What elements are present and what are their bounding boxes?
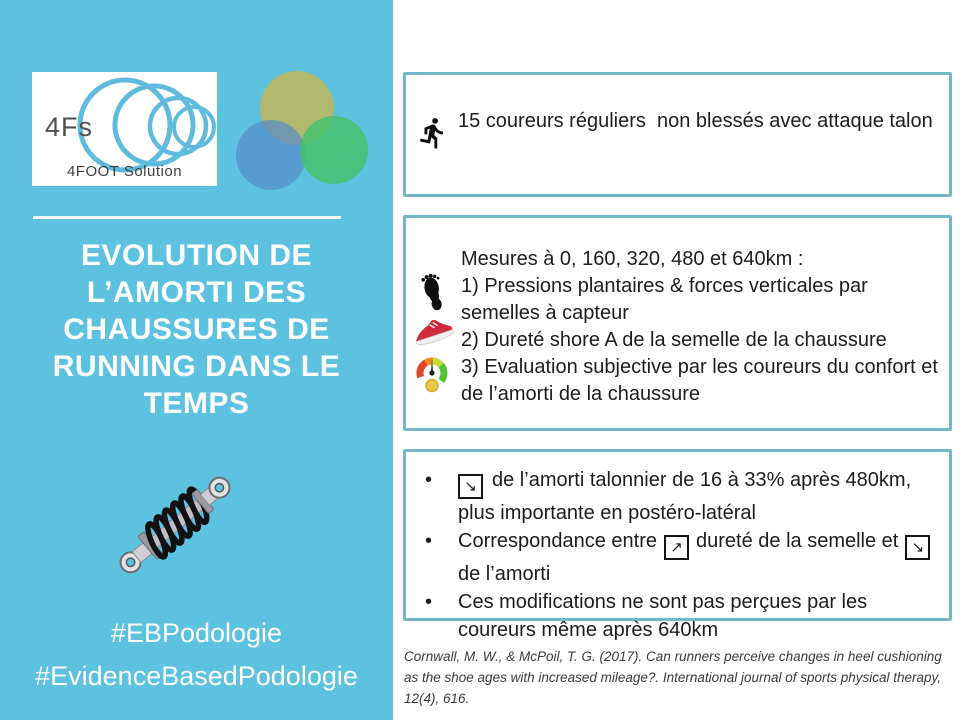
- page-title: EVOLUTION DE L’AMORTI DES CHAUSSURES DE …: [18, 237, 375, 422]
- runner-icon: [416, 115, 450, 156]
- gauge-icon: [413, 355, 451, 400]
- measures-item-2: 2) Dureté shore A de la semelle de la ch…: [461, 329, 887, 351]
- results-list: ↘de l’amorti talonnier de 16 à 33% après…: [423, 466, 949, 644]
- hashtag-evidencebasedpodologie: #EvidenceBasedPodologie: [35, 661, 358, 691]
- result-bullet-2-mid: dureté de la semelle et: [696, 530, 899, 552]
- arrow-up-right-icon: ↗: [664, 535, 690, 560]
- measures-item-1: 1) Pressions plantaires & forces vertica…: [461, 275, 868, 324]
- arrow-down-right-icon: ↘: [905, 535, 931, 560]
- results-box: ↘de l’amorti talonnier de 16 à 33% après…: [403, 449, 952, 641]
- sidebar: 4Fs 4FOOT Solution EVOLUTION DE L’AMORTI…: [0, 0, 393, 720]
- hashtags: #EBPodologie #EvidenceBasedPodologie: [0, 612, 393, 698]
- title-line: TEMPS: [143, 387, 250, 420]
- logo-abbr: 4Fs: [45, 112, 94, 142]
- arrow-down-right-icon: ↘: [458, 474, 483, 499]
- result-bullet-2: Correspondance entre ↗ dureté de la semell…: [423, 527, 949, 588]
- logo-name: 4FOOT Solution: [66, 163, 183, 180]
- logo-rings-icon: [77, 77, 216, 173]
- footprint-icon: [418, 273, 448, 318]
- shock-absorber-illustration: [119, 476, 231, 574]
- measures-text: Mesures à 0, 160, 320, 480 et 640km : 1)…: [461, 246, 944, 408]
- measures-intro: Mesures à 0, 160, 320, 480 et 640km :: [461, 248, 804, 270]
- title-line: L’AMORTI DES: [86, 276, 307, 309]
- venn-circles: [230, 65, 375, 200]
- venn-circle-green: [300, 116, 368, 184]
- title-line: CHAUSSURES DE: [63, 313, 330, 346]
- result-bullet-2-post: de l’amorti: [458, 563, 551, 585]
- title-divider: [33, 216, 341, 219]
- running-shoe-icon: [409, 314, 455, 355]
- result-bullet-2-pre: Correspondance entre: [458, 530, 658, 552]
- participants-box: 15 coureurs réguliers non blessés avec a…: [403, 72, 952, 197]
- participants-text: 15 coureurs réguliers non blessés avec a…: [458, 110, 933, 132]
- title-line: EVOLUTION DE: [80, 239, 312, 272]
- venn-circle-blue: [236, 120, 306, 190]
- title-line: RUNNING DANS LE: [52, 350, 341, 383]
- result-bullet-3: Ces modifications ne sont pas perçues pa…: [423, 588, 949, 644]
- logo: 4Fs 4FOOT Solution: [32, 72, 217, 186]
- measures-item-3: 3) Evaluation subjective par les coureur…: [461, 356, 938, 405]
- measures-box: Mesures à 0, 160, 320, 480 et 640km : 1)…: [403, 215, 952, 431]
- result-bullet-1: ↘de l’amorti talonnier de 16 à 33% après…: [423, 466, 949, 527]
- result-bullet-1-text: de l’amorti talonnier de 16 à 33% après …: [458, 469, 912, 524]
- hashtag-ebpodologie: #EBPodologie: [110, 618, 283, 648]
- citation: Cornwall, M. W., & McPoil, T. G. (2017).…: [404, 649, 942, 706]
- result-bullet-3-text: Ces modifications ne sont pas perçues pa…: [458, 591, 868, 641]
